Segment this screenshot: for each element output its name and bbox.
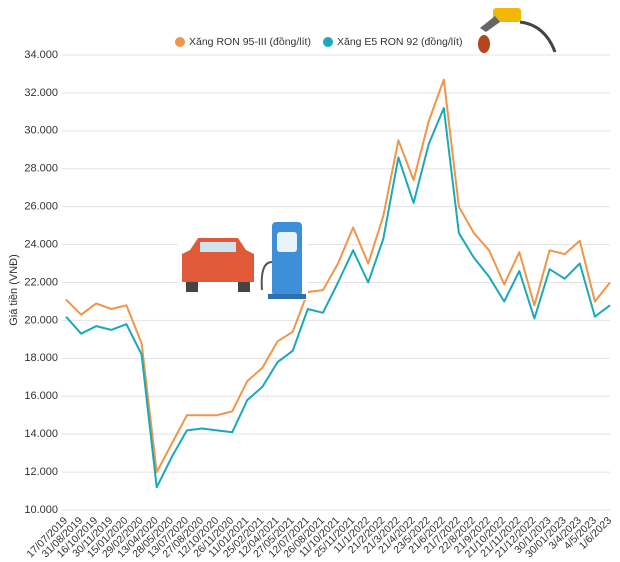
legend-marker (322, 37, 333, 47)
y-tick-label: 32.000 (24, 87, 58, 99)
legend-label: Xăng RON 95-III (đồng/lít) (189, 36, 311, 48)
y-tick-label: 18.000 (24, 352, 58, 364)
y-tick-label: 28.000 (24, 163, 58, 175)
y-tick-label: 30.000 (24, 125, 58, 137)
y-tick-label: 16.000 (24, 390, 58, 402)
y-tick-label: 24.000 (24, 238, 58, 250)
y-tick-label: 22.000 (24, 276, 58, 288)
y-tick-label: 14.000 (24, 428, 58, 440)
y-tick-label: 34.000 (24, 49, 58, 61)
y-tick-label: 26.000 (24, 201, 58, 213)
fuel-nozzle-icon (478, 8, 557, 53)
y-tick-label: 20.000 (24, 314, 58, 326)
legend-label: Xăng E5 RON 92 (đồng/lít) (337, 36, 462, 48)
legend-marker (175, 37, 185, 47)
car-gas-icon (178, 210, 308, 300)
grid (62, 54, 610, 511)
series-line (65, 78, 611, 474)
y-tick-label: 12.000 (24, 466, 58, 478)
y-axis-label: Giá tiền (VNĐ) (8, 254, 20, 326)
series-line (65, 107, 611, 489)
y-tick-label: 10.000 (24, 504, 58, 516)
